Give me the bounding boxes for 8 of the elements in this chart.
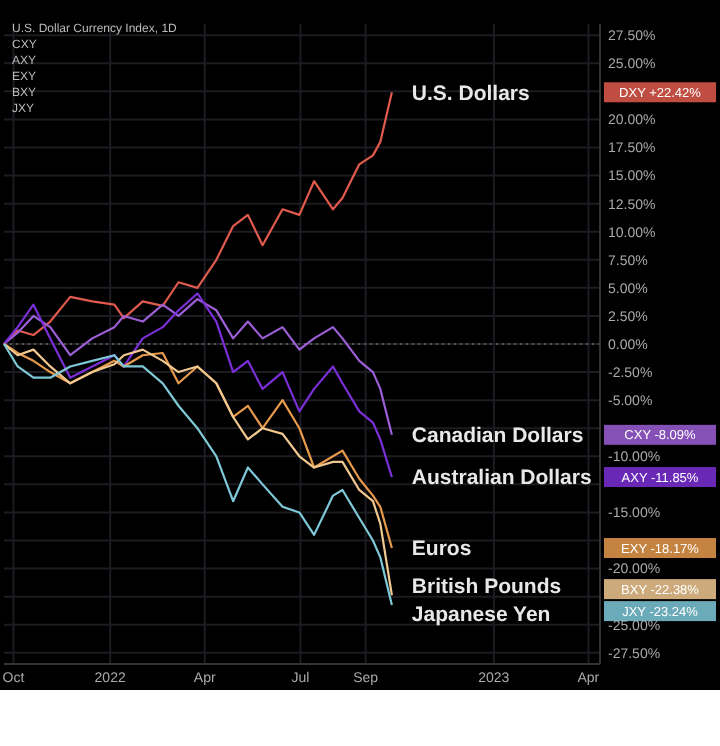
series-label: U.S. Dollars xyxy=(411,81,531,106)
line-series xyxy=(2,297,393,436)
series-label: Euros xyxy=(411,537,472,562)
series-label: Australian Dollars xyxy=(411,466,592,491)
series-label: Japanese Yen xyxy=(411,603,551,628)
series-label: Canadian Dollars xyxy=(411,424,584,449)
series-label: British Pounds xyxy=(411,575,562,600)
line-series xyxy=(2,292,393,479)
